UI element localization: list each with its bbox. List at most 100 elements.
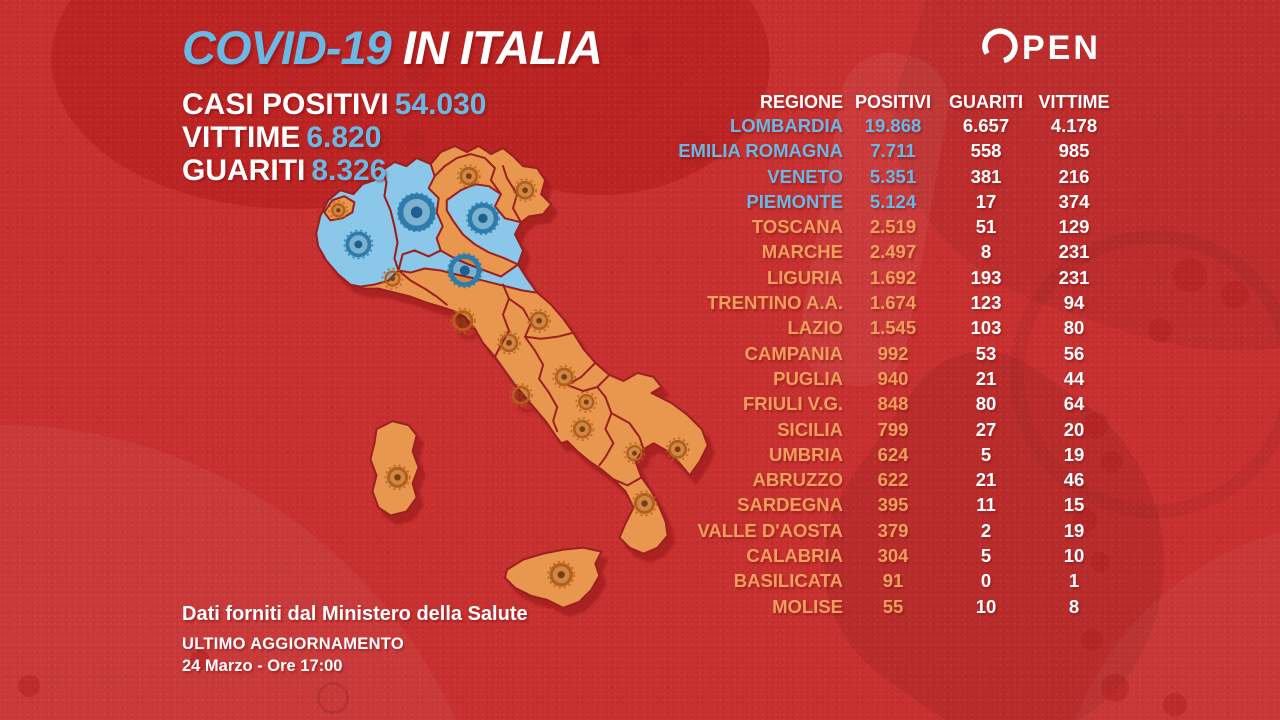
background-dot [1221,281,1249,309]
cell-regione: MARCHE [761,241,843,263]
cell-guariti: 80 [975,393,997,415]
region-border-molise-puglia [596,385,607,399]
cell-regione: PIEMONTE [746,190,843,212]
virus-marker-basilicata [623,442,646,465]
cell-regione: ABRUZZO [752,469,843,491]
cell-positivi: 395 [877,494,909,516]
cell-guariti: 193 [970,266,1002,288]
region-border-lazio-campania [538,377,559,433]
cell-regione: CAMPANIA [744,342,843,364]
cell-guariti: 6.657 [962,114,1010,136]
cell-regione: FRIULI V.G. [742,393,843,415]
cell-guariti: 17 [975,190,997,212]
cell-vittime: 20 [1063,418,1085,440]
cell-positivi: 624 [877,443,909,465]
virus-marker-sicilia [547,560,576,589]
cell-positivi: 55 [882,595,904,617]
col-header-positivi: POSITIVI [854,91,932,112]
cell-regione: UMBRIA [769,443,843,465]
background-dot [1081,629,1103,651]
stat-value: 54.030 [394,88,487,121]
cell-regione: SARDEGNA [737,494,843,516]
cell-positivi: 622 [877,469,909,491]
cell-positivi: 992 [877,342,909,364]
cell-vittime: 231 [1058,266,1090,288]
cell-positivi: 1.692 [869,266,917,288]
cell-positivi: 1.545 [869,317,917,339]
region-border-molise [566,373,611,393]
virus-marker-calabria [631,490,658,517]
cell-positivi: 848 [877,393,909,415]
background-dot [1148,318,1172,342]
stat-value: 6.820 [306,121,382,154]
virus-marker-lazio [509,383,533,407]
title-italia: IN ITALIA [402,21,603,74]
cell-vittime: 94 [1063,292,1085,314]
background-dot [624,32,650,58]
cell-vittime: 374 [1058,190,1090,212]
virus-marker-abruzzo [552,365,577,389]
cell-vittime: 129 [1058,216,1090,238]
region-border-umbria-marche [507,297,533,338]
cell-vittime: 56 [1063,342,1085,364]
cell-regione: TOSCANA [751,216,843,238]
col-header-regione: REGIONE [759,91,843,112]
cell-guariti: 11 [976,494,996,516]
cell-regione: VENETO [767,165,843,187]
region-border-campania-est [598,396,615,467]
last-update-label: ULTIMO AGGIORNAMENTO [182,635,405,653]
cell-positivi: 91 [882,570,904,592]
cell-positivi: 5.124 [869,190,917,212]
cell-guariti: 27 [975,418,997,440]
cell-positivi: 19.868 [864,114,922,136]
stat-value: 8.326 [311,154,387,187]
region-border-lazio-abruzzo [524,335,545,380]
background-dot [18,675,40,697]
cell-guariti: 21 [975,367,997,389]
stat-label: GUARITI [182,154,306,187]
cell-positivi: 940 [877,367,909,389]
cell-regione: SICILIA [777,418,843,440]
region-border-basilicata-calabria [612,476,643,487]
cell-guariti: 53 [975,342,997,364]
cell-guariti: 103 [970,317,1002,339]
stat-label: CASI POSITIVI [182,88,389,121]
cell-guariti: 123 [970,292,1002,314]
cell-vittime: 4.178 [1050,114,1098,136]
cell-vittime: 80 [1063,317,1085,339]
virus-marker-sardegna [384,464,411,491]
virus-marker-puglia [665,437,690,462]
region-border-puglia-basilicata [610,412,645,451]
data-source-text: Dati forniti dal Ministero della Salute [182,603,528,625]
cell-regione: PUGLIA [773,367,843,389]
virus-marker-campania [570,417,595,442]
cell-vittime: 46 [1063,469,1085,491]
cell-positivi: 799 [877,418,909,440]
stat-guariti: GUARITI 8.326 [182,154,602,187]
virus-marker-liguria [381,267,404,290]
last-update-value: 24 Marzo - Ore 17:00 [182,657,343,675]
cell-regione: VALLE D'AOSTA [697,519,843,541]
col-header-guariti: GUARITI [949,91,1023,112]
italy-map [298,138,720,645]
header: COVID-19 IN ITALIA CASI POSITIVI 54.030 V… [182,20,603,187]
cell-vittime: 8 [1068,595,1080,617]
cell-guariti: 21 [975,469,997,491]
cell-regione: LAZIO [787,317,844,339]
footer: Dati forniti dal Ministero della Salute … [182,603,528,676]
background-dot-ring [317,682,349,714]
col-header-vittime: VITTIME [1038,91,1110,112]
cell-guariti: 5 [980,443,992,465]
region-border-liguria [397,269,448,306]
cell-guariti: 381 [970,165,1002,187]
cell-regione: TRENTINO A.A. [706,292,843,314]
cell-guariti: 5 [980,544,992,566]
cell-regione: BASILICATA [733,570,843,592]
title-covid: COVID-19 [182,21,392,74]
cell-regione: LIGURIA [766,266,843,288]
virus-marker-umbria [497,330,521,355]
cell-positivi: 2.519 [869,216,917,238]
cell-positivi: 1.674 [869,292,917,314]
cell-vittime: 231 [1058,241,1090,263]
open-logo-ring-icon [982,28,1018,64]
